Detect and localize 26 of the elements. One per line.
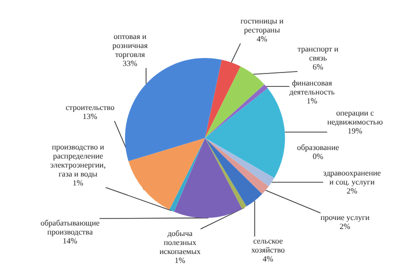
data-label: 13%: [82, 112, 98, 121]
data-label: 1%: [174, 256, 186, 265]
slice-label: сельское хозяйство: [251, 236, 285, 254]
slice-label: здравоохранение и соц. услуги: [323, 168, 382, 186]
data-label: 14%: [62, 236, 78, 246]
data-label: 6%: [312, 62, 324, 72]
text: 0%: [312, 152, 324, 161]
slice-label: прочие услуги: [320, 213, 370, 222]
data-label: 19%: [348, 126, 363, 136]
data-label: 1%: [306, 96, 318, 106]
slice-label: строительство: [66, 103, 114, 112]
slice-label: обрабатывающие производства: [40, 218, 100, 236]
category-label: образование: [296, 143, 340, 152]
slice-label: производство и распределение электроэнергии, газа и воды: [50, 142, 106, 178]
data-label: 4%: [256, 34, 268, 44]
data-label: 33%: [122, 59, 138, 68]
data-label: 1%: [72, 178, 84, 188]
slice-label: гостиницы и рестораны: [240, 16, 284, 34]
slice-label: транспорт и связь: [298, 44, 340, 62]
slice-label: оптовая и розничная торговля: [112, 32, 148, 59]
data-label: 2%: [346, 186, 358, 196]
data-label: 2%: [340, 222, 351, 231]
data-label: 4%: [262, 254, 274, 264]
slice-label: финансовая деятельность: [289, 78, 335, 96]
slice-label: добыча полезных ископаемых: [159, 229, 201, 256]
slice-label: операции с недвижимостью: [327, 108, 383, 126]
